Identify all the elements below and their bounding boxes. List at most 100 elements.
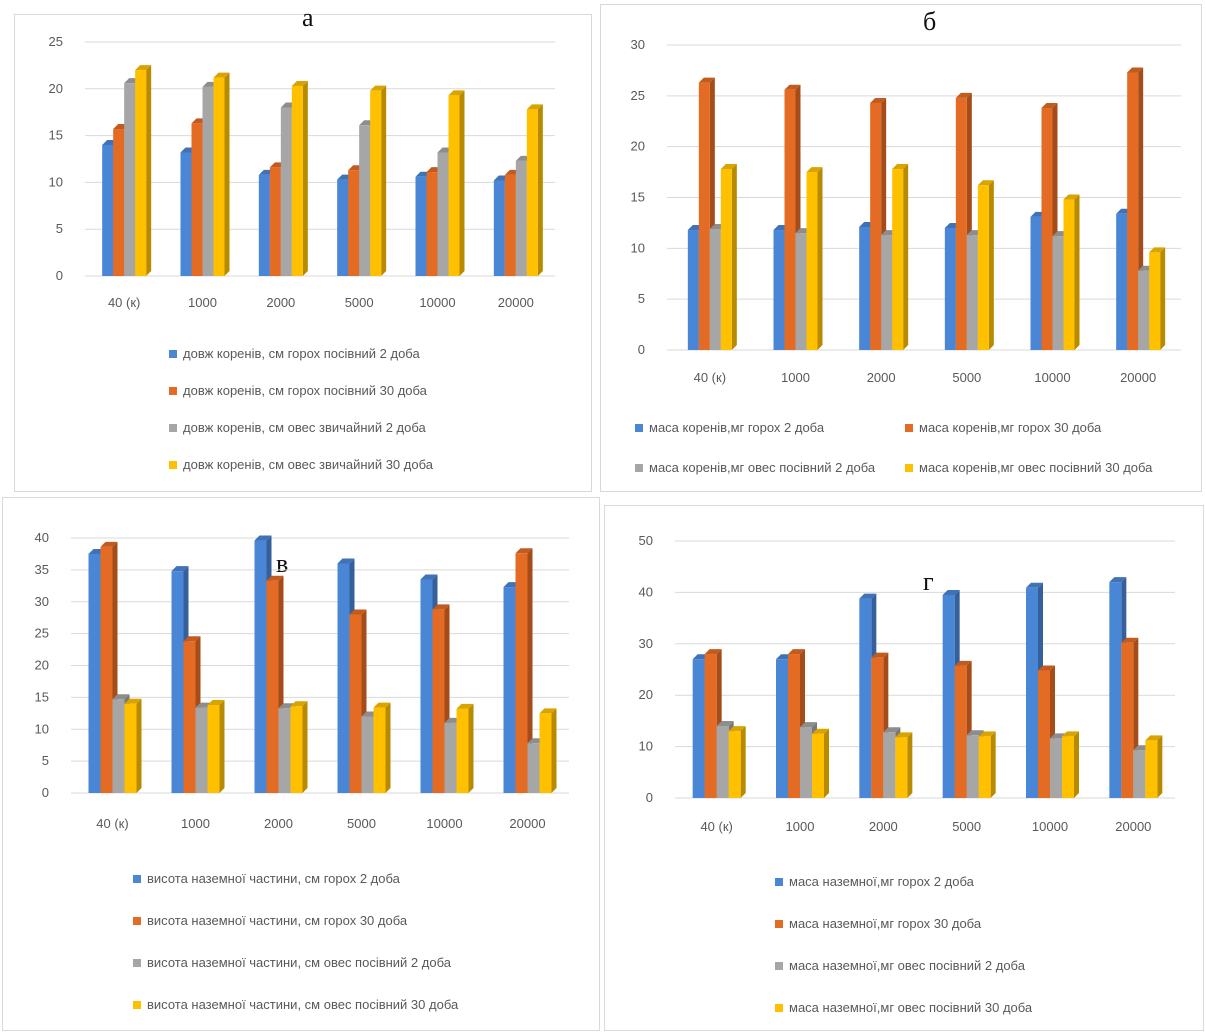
y-tick-label: 5	[56, 221, 63, 236]
legend-label: маса наземної,мг овес посівний 30 доба	[789, 1000, 1033, 1015]
y-tick-label: 10	[49, 174, 63, 189]
x-category-label: 40 (к)	[694, 370, 726, 385]
legend-item: довж коренів, см овес звичайний 30 доба	[169, 457, 433, 472]
bar	[373, 702, 391, 793]
legend-swatch	[133, 958, 141, 967]
bar	[1062, 731, 1079, 798]
y-tick-label: 50	[639, 533, 653, 548]
legend-swatch	[169, 423, 177, 432]
legend-item: довж коренів, см горох посівний 30 доба	[169, 383, 427, 398]
legend-label: висота наземної частини, см овес посівни…	[147, 955, 451, 970]
legend-swatch	[169, 386, 177, 395]
bar	[1121, 637, 1139, 798]
x-category-label: 40 (к)	[96, 816, 128, 831]
legend-label: маса наземної,мг горох 2 доба	[789, 874, 974, 889]
x-category-label: 10000	[1032, 819, 1068, 834]
bar-chart-b: 0 5 10 15 20 25 30 40 (к) 1000 2000 5000 10000 20000	[631, 37, 1181, 385]
y-tick-label: 25	[631, 88, 645, 103]
y-tick-label: 15	[49, 128, 63, 143]
y-tick-label: 0	[42, 785, 49, 800]
y-tick-label: 25	[35, 626, 49, 641]
legend-swatch	[905, 463, 913, 472]
bar	[370, 85, 387, 276]
bar	[728, 726, 746, 798]
y-tick-label: 30	[35, 594, 49, 609]
legend-swatch	[775, 1003, 783, 1012]
legend-item: висота наземної частини, см горох 2 доба	[133, 871, 400, 886]
x-category-label: 20000	[1115, 819, 1151, 834]
y-tick-label: 20	[631, 139, 645, 154]
x-category-label: 5000	[347, 816, 376, 831]
bar	[135, 65, 152, 276]
legend-label: маса наземної,мг овес посівний 2 доба	[789, 958, 1025, 973]
bar	[526, 104, 543, 276]
legend-label: маса наземної,мг горох 30 доба	[789, 916, 982, 931]
x-category-label: 5000	[952, 370, 981, 385]
legend-swatch	[635, 423, 643, 432]
legend-label: маса коренів,мг горох 2 доба	[649, 420, 825, 435]
bar	[291, 80, 308, 276]
chart-panel-b: б 0 5 10 15 20 25 30 40 (к) 1000 2000 5000 10000 200…	[600, 4, 1202, 492]
bar	[892, 164, 909, 350]
chart-panel-a: а 0 5 10 15 20 25 40 (к) 1000 2000 5000 10000 20000…	[14, 5, 592, 492]
y-tick-label: 30	[631, 37, 645, 52]
bar	[456, 703, 474, 793]
bar	[978, 731, 996, 798]
bar	[720, 164, 737, 350]
legend-label: висота наземної частини, см овес посівни…	[147, 997, 459, 1012]
legend-swatch	[133, 916, 141, 925]
legend-item: висота наземної частини, см овес посівни…	[133, 997, 458, 1012]
legend-item: висота наземної частини, см овес посівни…	[133, 955, 451, 970]
x-category-label: 1000	[781, 370, 810, 385]
x-category-label: 1000	[181, 816, 210, 831]
chart-panel-g: г 0 10 20 30 40 50 40 (к) 1000 2000 5000 10000 2000…	[604, 505, 1204, 1031]
y-tick-label: 10	[631, 240, 645, 255]
y-tick-label: 15	[35, 689, 49, 704]
y-tick-label: 35	[35, 562, 49, 577]
y-tick-label: 25	[49, 34, 63, 49]
x-category-label: 20000	[509, 816, 545, 831]
legend-label: довж коренів, см горох посівний 30 доба	[183, 383, 427, 398]
legend-item: маса коренів,мг овес посівний 2 доба	[635, 460, 875, 475]
y-tick-label: 5	[638, 291, 645, 306]
legend-label: висота наземної частини, см горох 30 доб…	[147, 913, 408, 928]
y-tick-label: 40	[35, 530, 49, 545]
legend-swatch	[133, 1000, 141, 1009]
panel-label-b: б	[923, 7, 937, 36]
bar	[515, 548, 533, 793]
x-category-label: 5000	[345, 295, 374, 310]
y-tick-label: 0	[56, 268, 63, 283]
legend-swatch	[635, 463, 643, 472]
legend-label: маса коренів,мг овес посівний 2 доба	[649, 460, 876, 475]
legend-swatch	[775, 919, 783, 928]
legend-item: маса наземної,мг овес посівний 30 доба	[775, 1000, 1032, 1015]
legend-item: маса наземної,мг овес посівний 2 доба	[775, 958, 1025, 973]
x-category-label: 5000	[952, 819, 981, 834]
y-tick-label: 10	[35, 721, 49, 736]
bar	[977, 180, 994, 350]
x-category-label: 10000	[419, 295, 455, 310]
bar-chart-v: 0 5 10 15 20 25 30 35 40 40 (к) 1000 2000 5000 10000 2…	[35, 530, 569, 831]
x-category-label: 2000	[869, 819, 898, 834]
bar	[213, 72, 230, 277]
x-category-label: 1000	[786, 819, 815, 834]
bar	[1149, 247, 1166, 350]
legend-item: маса коренів,мг горох 2 доба	[635, 420, 824, 435]
y-tick-label: 40	[639, 584, 653, 599]
legend-swatch	[905, 423, 913, 432]
y-tick-label: 20	[639, 687, 653, 702]
y-tick-label: 15	[631, 190, 645, 205]
bar	[1063, 194, 1080, 350]
legend-item: висота наземної частини, см горох 30 доб…	[133, 913, 407, 928]
legend-label: довж коренів, см овес звичайний 2 доба	[183, 420, 426, 435]
legend-swatch	[169, 349, 177, 358]
y-tick-label: 5	[42, 753, 49, 768]
legend-item: довж коренів, см овес звичайний 2 доба	[169, 420, 426, 435]
legend-label: довж коренів, см овес звичайний 30 доба	[183, 457, 433, 472]
y-tick-label: 0	[638, 342, 645, 357]
chart-panel-v: в 0 5 10 15 20 25 30 35 40 40 (к) 1000 2000 5000 1000…	[2, 497, 600, 1031]
y-tick-label: 0	[646, 790, 653, 805]
legend-label: маса коренів,мг овес посівний 30 доба	[919, 460, 1153, 475]
legend-label: висота наземної частини, см горох 2 доба	[147, 871, 400, 886]
x-category-label: 2000	[867, 370, 896, 385]
